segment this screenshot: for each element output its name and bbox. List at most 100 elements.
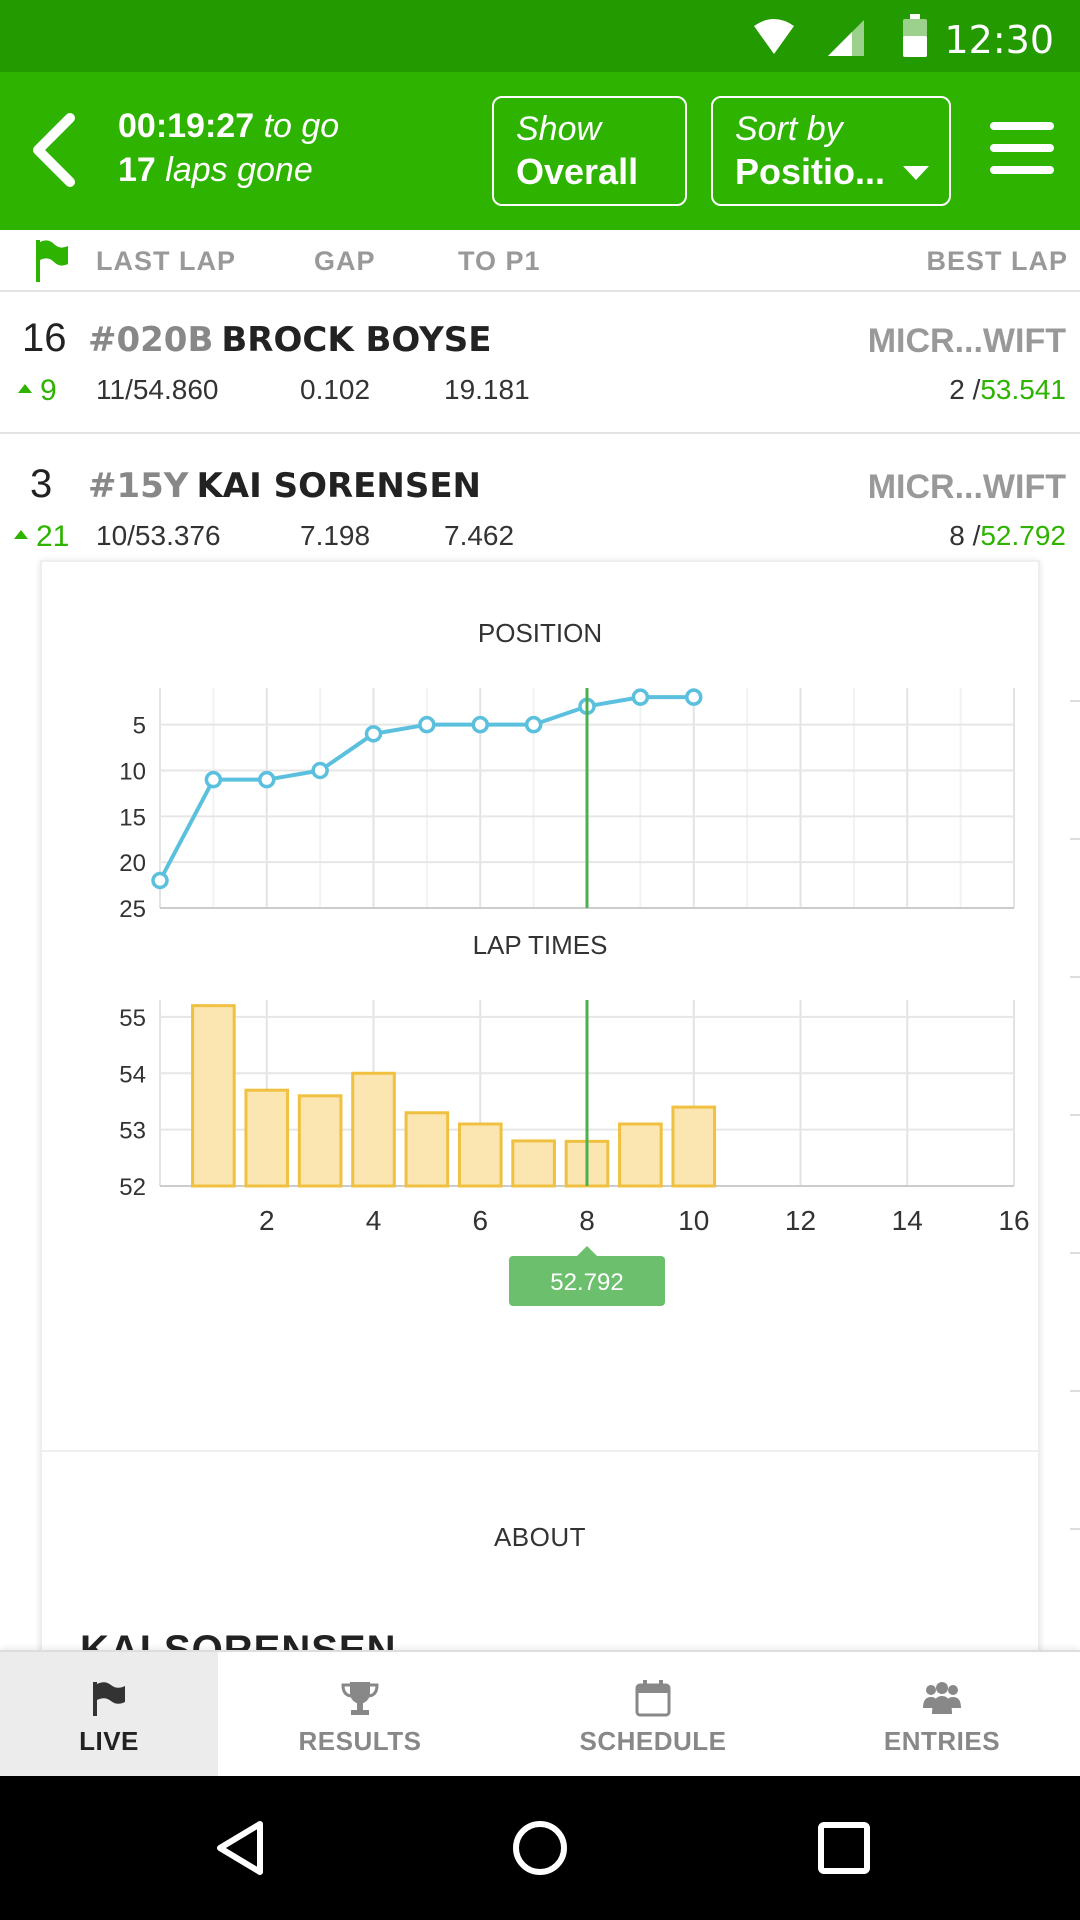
lap-time-bar (457, 1122, 503, 1188)
lap-time-bar (297, 1094, 343, 1188)
column-gap: GAP (314, 246, 376, 276)
position-y-tick: 5 (133, 713, 146, 740)
driver-name: BROCK BOYSE (221, 320, 492, 360)
position-y-tick: 20 (119, 850, 146, 877)
tab-entries[interactable]: ENTRIES (804, 1652, 1080, 1776)
calendar-icon (635, 1680, 671, 1717)
tab-schedule[interactable]: SCHEDULE (502, 1652, 804, 1776)
tab-entries-label: ENTRIES (883, 1726, 1001, 1756)
trophy-icon (341, 1682, 379, 1715)
status-bar: 12:30 (0, 0, 1080, 72)
column-last-lap: LAST LAP (96, 246, 236, 276)
hamburger-menu-icon[interactable] (990, 122, 1054, 178)
position-chart-title: POSITION (478, 618, 602, 648)
lap-time-bar (191, 1004, 236, 1188)
driver-number: #020B (88, 320, 214, 360)
up-arrow-icon (18, 383, 32, 393)
lap-time-bar (511, 1139, 556, 1188)
lap-x-tick: 12 (785, 1205, 816, 1236)
about-section-title: ABOUT (493, 1522, 587, 1552)
position-point (524, 715, 543, 734)
position-point (258, 770, 276, 789)
bottom-navigation: LIVE RESULTS SCHEDULE ENTRIES (0, 1650, 1080, 1776)
column-best-lap: BEST LAP (926, 246, 1068, 276)
driver-detail-card: POSITION 5 10 15 20 25 LAP TIMES 52 53 54 55 2 4 6 8 10… (40, 560, 1040, 1672)
wifi-icon (754, 19, 794, 54)
tab-results[interactable]: RESULTS (218, 1652, 502, 1776)
app-bar: 00:19:27 to go 17 laps gone Show Overall… (0, 72, 1080, 230)
to-p1: 19.181 (444, 374, 530, 405)
lap-x-tick: 14 (892, 1205, 923, 1236)
positions-gained: 21 (14, 520, 69, 554)
show-filter-value: Overall (516, 151, 639, 192)
divider (42, 1450, 1038, 1452)
system-recents-icon[interactable] (816, 1818, 872, 1878)
position-y-tick: 10 (119, 759, 146, 786)
show-filter-label: Show (516, 110, 602, 148)
tab-live[interactable]: LIVE (0, 1652, 218, 1776)
battery-icon (903, 14, 927, 57)
lap-time-bar (618, 1122, 663, 1188)
column-to-p1: TO P1 (458, 246, 541, 276)
best-lap: 8 /52.792 (949, 520, 1066, 551)
charts-area[interactable]: POSITION 5 10 15 20 25 LAP TIMES 52 53 54 55 2 4 6 8 10… (42, 562, 1038, 1442)
position-point (204, 770, 223, 789)
position-y-tick: 15 (119, 804, 146, 831)
sort-label: Sort by (735, 110, 843, 148)
lap-x-tick: 2 (259, 1205, 275, 1236)
position-point (418, 715, 436, 734)
lap-times-chart-title: LAP TIMES (473, 930, 608, 960)
tab-results-label: RESULTS (298, 1726, 422, 1756)
lap-time-bar (671, 1105, 717, 1188)
lap-time-bar (244, 1088, 290, 1188)
lap-time-bar (351, 1071, 396, 1188)
show-filter-button[interactable]: Show Overall (492, 96, 687, 206)
driver-team: MICR...WIFT (867, 322, 1066, 360)
driver-position: 3 (30, 462, 53, 506)
position-point (685, 688, 703, 706)
lap-y-tick: 54 (119, 1061, 146, 1088)
lap-x-tick: 16 (998, 1205, 1029, 1236)
back-arrow-icon[interactable] (24, 108, 84, 192)
driver-row[interactable]: 16 #020B BROCK BOYSE MICR...WIFT 9 11/54.… (0, 294, 1080, 434)
system-home-icon[interactable] (510, 1818, 570, 1878)
flag-icon (93, 1682, 125, 1716)
tab-schedule-label: SCHEDULE (579, 1726, 727, 1756)
column-header: LAST LAP GAP TO P1 BEST LAP (0, 230, 1080, 292)
position-point (151, 871, 169, 890)
race-progress: 00:19:27 to go 17 laps gone (118, 104, 339, 192)
up-arrow-icon (14, 529, 28, 539)
sort-value: Positio... (735, 151, 886, 192)
selected-lap-tooltip (509, 1256, 665, 1306)
lap-y-tick: 53 (119, 1118, 146, 1145)
position-y-tick: 25 (119, 896, 146, 923)
lap-y-tick: 55 (119, 1005, 146, 1032)
scroll-ticks (1070, 700, 1080, 1600)
gap: 7.198 (300, 520, 371, 551)
position-point (471, 715, 489, 734)
last-lap: 11/54.860 (96, 374, 219, 405)
status-time: 12:30 (944, 18, 1054, 62)
lap-x-tick: 8 (579, 1205, 595, 1236)
best-lap: 2 /53.541 (949, 374, 1066, 405)
driver-number-and-name: #15Y KAI SORENSEN (88, 466, 481, 506)
last-lap: 10/53.376 (96, 520, 221, 551)
users-icon (923, 1682, 961, 1714)
driver-row-expanded[interactable]: 3 #15Y KAI SORENSEN MICR...WIFT 21 10/53.… (0, 440, 1080, 580)
sort-dropdown[interactable]: Sort by Positio... (711, 96, 951, 206)
to-p1: 7.462 (444, 520, 515, 551)
driver-number: #15Y (88, 466, 189, 506)
system-navigation-bar (0, 1776, 1080, 1920)
time-to-go: 00:19:27 (118, 107, 255, 145)
lap-x-tick: 4 (366, 1205, 382, 1236)
lap-x-tick: 6 (472, 1205, 488, 1236)
position-point (364, 725, 383, 743)
driver-number-and-name: #020B BROCK BOYSE (88, 320, 491, 360)
time-to-go-suffix: to go (263, 107, 340, 145)
laps-gone-suffix: laps gone (165, 151, 313, 189)
system-back-icon[interactable] (212, 1818, 268, 1878)
chevron-down-icon (903, 166, 929, 180)
lap-y-tick: 52 (119, 1174, 146, 1201)
signal-icon (828, 20, 864, 56)
positions-gained: 9 (18, 374, 57, 408)
